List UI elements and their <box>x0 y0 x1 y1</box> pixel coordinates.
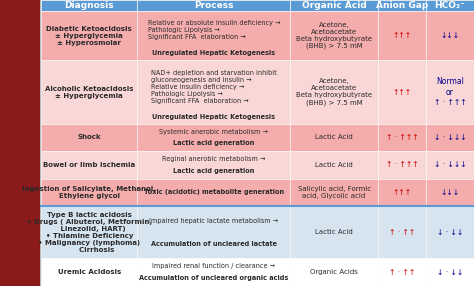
Bar <box>426 206 474 259</box>
Bar <box>0 0 40 286</box>
Text: Salicylic acid, Formic
acid, Glycolic acid: Salicylic acid, Formic acid, Glycolic ac… <box>298 186 371 199</box>
Text: Diabetic Ketoacidosis
± Hyperglycemia
± Hyperosmolar: Diabetic Ketoacidosis ± Hyperglycemia ± … <box>46 26 132 46</box>
Bar <box>291 11 378 61</box>
Text: ↑ · ↑↑: ↑ · ↑↑ <box>389 228 415 237</box>
Text: Type B lactic acidosis
• Drugs ( Albuterol, Metformin,
   Linezolid, HART)
• Thi: Type B lactic acidosis • Drugs ( Albuter… <box>27 212 152 253</box>
Text: ↓ · ↓↓: ↓ · ↓↓ <box>437 228 463 237</box>
Text: ↓↓↓: ↓↓↓ <box>440 188 459 197</box>
Text: Unregulated Hepatic Ketogenesis: Unregulated Hepatic Ketogenesis <box>153 114 275 120</box>
Text: Acetone,
Acetoacetate
Beta hydroxybutyrate
(BHB) > 7.5 mM: Acetone, Acetoacetate Beta hydroxybutyra… <box>296 78 372 106</box>
Bar <box>426 11 474 61</box>
Text: Impaired hepatic lactate metabolism →: Impaired hepatic lactate metabolism → <box>149 218 279 224</box>
Bar <box>378 151 426 179</box>
Text: Acetone,
Acetoacetate
Beta hydroxybutyrate
(BHB) > 7.5 mM: Acetone, Acetoacetate Beta hydroxybutyra… <box>296 22 372 49</box>
Text: Organic Acids: Organic Acids <box>310 269 358 275</box>
Text: Lactic acid generation: Lactic acid generation <box>173 168 255 174</box>
Bar <box>378 61 426 124</box>
Bar <box>137 206 291 259</box>
Bar <box>137 151 291 179</box>
Text: Ingestion of Salicylate, Methanol,
Ethylene glycol: Ingestion of Salicylate, Methanol, Ethyl… <box>22 186 156 199</box>
Text: Lactic Acid: Lactic Acid <box>315 229 353 235</box>
Text: Uremic Acidosis: Uremic Acidosis <box>58 269 121 275</box>
Bar <box>378 11 426 61</box>
Bar <box>137 0 291 11</box>
Bar <box>426 124 474 151</box>
Bar <box>137 124 291 151</box>
Bar <box>41 151 137 179</box>
Text: Organic Acid: Organic Acid <box>302 1 366 10</box>
Text: ↓ · ↓↓↓: ↓ · ↓↓↓ <box>434 160 466 170</box>
Text: ↑↑↑: ↑↑↑ <box>392 31 411 40</box>
Text: HCO₃⁻: HCO₃⁻ <box>435 1 465 10</box>
Bar <box>41 206 137 259</box>
Text: ↑ · ↑↑: ↑ · ↑↑ <box>389 268 415 277</box>
Text: Accumulation of uncleared organic acids: Accumulation of uncleared organic acids <box>139 275 289 281</box>
Bar <box>426 179 474 206</box>
Bar <box>137 259 291 286</box>
Bar <box>291 61 378 124</box>
Text: Relative or absolute insulin deficiency →
Pathologic Lipolysis →
Significant FFA: Relative or absolute insulin deficiency … <box>147 20 280 40</box>
Text: Bowel or limb ischemia: Bowel or limb ischemia <box>43 162 136 168</box>
Text: Systemic anerobic metabolism →: Systemic anerobic metabolism → <box>159 128 268 134</box>
Bar <box>291 151 378 179</box>
Text: NAD+ depletion and starvation inhibit
gluconeogenesis and insulin →
Relative ins: NAD+ depletion and starvation inhibit gl… <box>151 70 277 104</box>
Text: ↑ · ↑↑↑: ↑ · ↑↑↑ <box>385 133 418 142</box>
Text: Accumulation of uncleared lactate: Accumulation of uncleared lactate <box>151 241 277 247</box>
Text: ↓ · ↓↓↓: ↓ · ↓↓↓ <box>434 133 466 142</box>
Text: Shock: Shock <box>78 134 101 140</box>
Text: Lactic acid generation: Lactic acid generation <box>173 140 255 146</box>
Bar <box>291 259 378 286</box>
Bar <box>41 11 137 61</box>
Bar <box>378 206 426 259</box>
Bar <box>291 0 378 11</box>
Bar <box>378 179 426 206</box>
Bar <box>137 11 291 61</box>
Bar <box>291 179 378 206</box>
Bar <box>41 0 137 11</box>
Text: ↓↓↓: ↓↓↓ <box>440 31 459 40</box>
Bar <box>41 179 137 206</box>
Bar <box>378 0 426 11</box>
Bar <box>41 259 137 286</box>
Text: ↑↑↑: ↑↑↑ <box>392 188 411 197</box>
Text: Reginal anerobic metabolism →: Reginal anerobic metabolism → <box>162 156 265 162</box>
Text: ↑ · ↑↑↑: ↑ · ↑↑↑ <box>385 160 418 170</box>
Text: Process: Process <box>194 1 234 10</box>
Bar <box>41 61 137 124</box>
Text: Toxic (acidotic) metabolite generation: Toxic (acidotic) metabolite generation <box>144 190 284 196</box>
Text: ↑↑↑: ↑↑↑ <box>392 88 411 97</box>
Text: Anion Gap: Anion Gap <box>376 1 428 10</box>
Bar <box>378 124 426 151</box>
Bar <box>426 259 474 286</box>
Bar <box>426 151 474 179</box>
Bar <box>41 124 137 151</box>
Text: Normal
or
↑ · ↑↑↑: Normal or ↑ · ↑↑↑ <box>434 77 466 107</box>
Text: Unregulated Hepatic Ketogenesis: Unregulated Hepatic Ketogenesis <box>153 50 275 56</box>
Text: Impaired renal function / clearance →: Impaired renal function / clearance → <box>152 263 275 269</box>
Text: ↓ · ↓↓: ↓ · ↓↓ <box>437 268 463 277</box>
Text: Alcoholic Ketoacidosis
± Hyperglycemia: Alcoholic Ketoacidosis ± Hyperglycemia <box>45 86 134 99</box>
Bar <box>378 259 426 286</box>
Bar <box>291 206 378 259</box>
Bar <box>137 61 291 124</box>
Bar <box>137 179 291 206</box>
Bar <box>291 124 378 151</box>
Bar <box>426 0 474 11</box>
Text: Lactic Acid: Lactic Acid <box>315 162 353 168</box>
Text: Lactic Acid: Lactic Acid <box>315 134 353 140</box>
Bar <box>426 61 474 124</box>
Text: Diagnosis: Diagnosis <box>64 1 114 10</box>
